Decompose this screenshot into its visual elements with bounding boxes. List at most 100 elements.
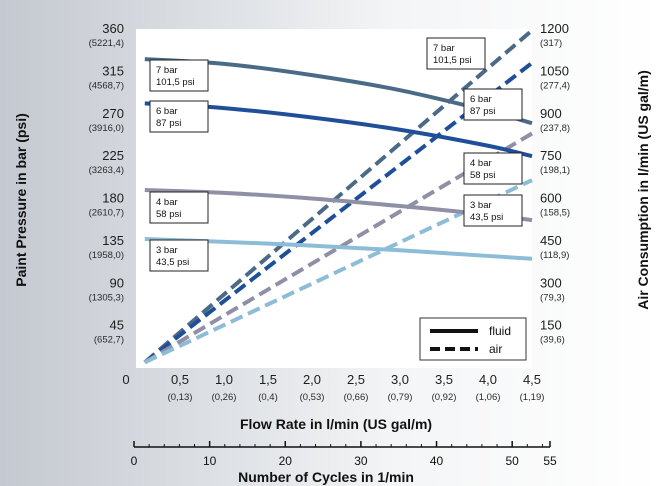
x-axis-title: Flow Rate in l/min (US gal/m) bbox=[240, 416, 432, 432]
pressure-label-bar: 7 bar bbox=[156, 65, 178, 76]
x-tick-label: 4,0 bbox=[479, 372, 497, 387]
y-right-tick-label: 300 bbox=[540, 275, 562, 290]
y-left-tick-sublabel: (3916,0) bbox=[89, 123, 124, 134]
x-tick-label: 2,5 bbox=[347, 372, 365, 387]
fluid-series-line-1 bbox=[144, 101, 533, 159]
y-right-tick-label: 750 bbox=[540, 148, 562, 163]
y-left-tick-label: 270 bbox=[102, 106, 124, 121]
pressure-label-psi: 87 psi bbox=[470, 106, 495, 117]
x-tick-label: 3,0 bbox=[391, 372, 409, 387]
y-left-tick-sublabel: (2610,7) bbox=[89, 208, 124, 219]
pressure-label-bar: 4 bar bbox=[470, 158, 492, 169]
cycles-tick-label: 20 bbox=[279, 454, 293, 468]
y-left-tick-sublabel: (1305,3) bbox=[89, 292, 124, 303]
x-tick-sublabel: (0,66) bbox=[344, 392, 369, 403]
x-axis-origin-label: 0 bbox=[122, 372, 129, 387]
x-tick-sublabel: (0,4) bbox=[258, 392, 278, 403]
fluid-series-line-3 bbox=[144, 236, 533, 261]
left-axis-ticks: 360 (5221,4) 315 (4568,7) 270 (3916,0) 225 (326… bbox=[89, 21, 124, 346]
pressure-label-frame bbox=[149, 100, 209, 133]
x-tick-label: 2,0 bbox=[303, 372, 321, 387]
y-right-axis-title: Air Consumption in l/min (US gal/m) bbox=[635, 70, 651, 310]
y-right-tick-sublabel: (158,5) bbox=[540, 208, 570, 219]
pressure-label-frame bbox=[463, 88, 523, 121]
pressure-label-bar: 7 bar bbox=[433, 43, 455, 54]
y-left-tick-label: 180 bbox=[102, 191, 124, 206]
pressure-label-frame bbox=[463, 194, 523, 227]
y-right-tick-label: 900 bbox=[540, 106, 562, 121]
x-tick-sublabel: (1,06) bbox=[476, 392, 501, 403]
x-axis-ticks: 0,5 (0,13) 1,0 (0,26) 1,5 (0,4) 2,0 (0,53) 2,5 (0… bbox=[168, 372, 545, 403]
pressure-label-bar: 3 bar bbox=[156, 245, 178, 256]
y-right-tick-sublabel: (198,1) bbox=[540, 165, 570, 176]
y-right-tick-sublabel: (237,8) bbox=[540, 123, 570, 134]
air-series-line-4 bbox=[143, 28, 534, 364]
y-left-tick-label: 360 bbox=[102, 21, 124, 36]
pressure-label-frame bbox=[463, 152, 523, 185]
pressure-label-psi: 43,5 psi bbox=[470, 212, 503, 223]
x-tick-label: 1,5 bbox=[259, 372, 277, 387]
pressure-label-psi: 58 psi bbox=[156, 209, 181, 220]
pressure-label-psi: 101,5 psi bbox=[433, 55, 472, 66]
y-left-tick-sublabel: (652,7) bbox=[94, 335, 124, 346]
y-left-tick-label: 45 bbox=[110, 318, 124, 333]
y-right-tick-sublabel: (118,9) bbox=[540, 250, 569, 261]
y-left-tick-label: 135 bbox=[102, 233, 124, 248]
y-right-tick-label: 450 bbox=[540, 233, 562, 248]
x-tick-sublabel: (1,19) bbox=[520, 392, 545, 403]
pressure-label-bar: 3 bar bbox=[470, 200, 492, 211]
y-right-tick-sublabel: (277,4) bbox=[540, 80, 570, 91]
y-left-tick-sublabel: (4568,7) bbox=[89, 80, 124, 91]
x-tick-sublabel: (0,79) bbox=[388, 392, 413, 403]
air-series-line-7 bbox=[143, 178, 533, 365]
y-left-tick-sublabel: (1958,0) bbox=[89, 250, 124, 261]
pressure-label-psi: 58 psi bbox=[470, 170, 495, 181]
cycles-tick-label: 0 bbox=[131, 454, 138, 468]
x-tick-label: 1,0 bbox=[215, 372, 233, 387]
y-right-tick-label: 600 bbox=[540, 191, 562, 206]
y-right-tick-label: 1200 bbox=[540, 21, 569, 36]
y-left-tick-sublabel: (5221,4) bbox=[89, 38, 124, 49]
y-left-tick-sublabel: (3263,4) bbox=[89, 165, 124, 176]
y-left-tick-label: 225 bbox=[102, 148, 124, 163]
cycles-tick-label: 40 bbox=[430, 454, 444, 468]
x-tick-sublabel: (0,53) bbox=[300, 392, 325, 403]
pressure-label-bar: 6 bar bbox=[156, 106, 178, 117]
legend-air-label: air bbox=[489, 342, 502, 356]
legend: fluid air bbox=[419, 317, 527, 361]
cycles-axis-ticks: 0 10 20 30 40 50 55 bbox=[131, 441, 557, 468]
pressure-label-psi: 101,5 psi bbox=[156, 77, 195, 88]
y-right-tick-sublabel: (317) bbox=[540, 38, 562, 49]
x-tick-sublabel: (0,92) bbox=[432, 392, 457, 403]
y-right-tick-label: 1050 bbox=[540, 63, 569, 78]
x-tick-label: 0,5 bbox=[171, 372, 189, 387]
x-tick-label: 3,5 bbox=[435, 372, 453, 387]
cycles-tick-label: 10 bbox=[203, 454, 217, 468]
pressure-label-bar: 4 bar bbox=[156, 197, 178, 208]
y-right-tick-sublabel: (79,3) bbox=[540, 292, 565, 303]
legend-fluid-label: fluid bbox=[489, 324, 511, 338]
pressure-label-psi: 87 psi bbox=[156, 118, 181, 129]
pressure-label-psi: 43,5 psi bbox=[156, 257, 189, 268]
cycles-axis-title: Number of Cycles in 1/min bbox=[238, 469, 414, 485]
cycles-tick-label: 50 bbox=[506, 454, 520, 468]
y-right-tick-label: 150 bbox=[540, 318, 562, 333]
cycles-tick-label: 55 bbox=[543, 454, 557, 468]
y-right-tick-sublabel: (39,6) bbox=[540, 335, 565, 346]
right-axis-ticks: 1200 (317) 1050 (277,4) 900 (237,8) 750 (198,1)… bbox=[540, 21, 570, 346]
y-left-tick-label: 90 bbox=[110, 275, 124, 290]
pressure-label-frame bbox=[149, 191, 209, 224]
y-left-axis-title: Paint Pressure in bar (psi) bbox=[13, 113, 29, 287]
legend-box bbox=[419, 317, 527, 361]
x-tick-sublabel: (0,26) bbox=[212, 392, 237, 403]
